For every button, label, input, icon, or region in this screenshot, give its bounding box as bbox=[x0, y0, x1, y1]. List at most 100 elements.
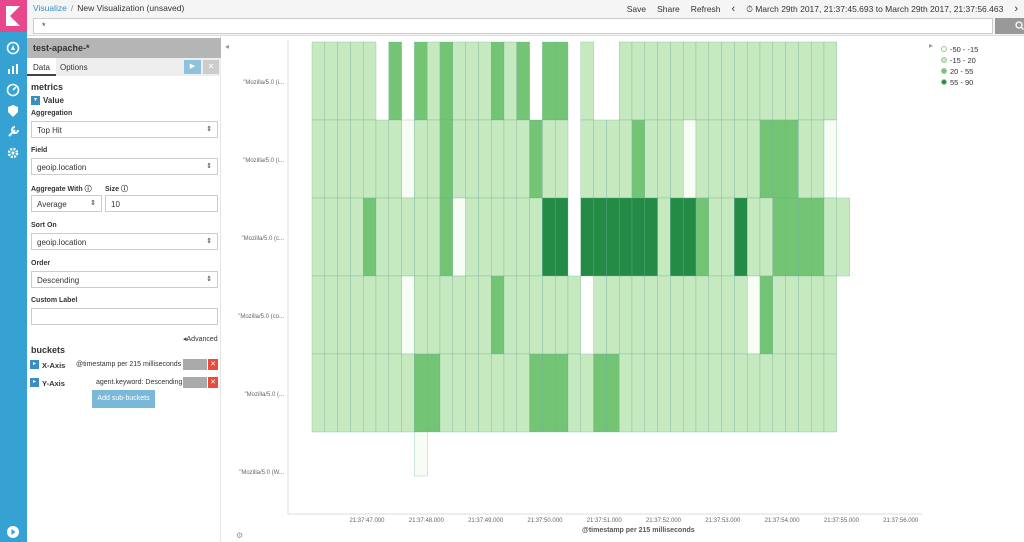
dashboard-icon[interactable] bbox=[6, 83, 20, 97]
heatmap-cell[interactable] bbox=[529, 197, 543, 277]
heatmap-cell[interactable] bbox=[478, 197, 492, 277]
collapse-nav-icon[interactable] bbox=[6, 525, 20, 539]
heatmap-cell[interactable] bbox=[452, 119, 466, 199]
heatmap-cell[interactable] bbox=[734, 41, 748, 121]
heatmap-cell[interactable] bbox=[683, 353, 697, 433]
heatmap-cell[interactable] bbox=[388, 41, 402, 121]
heatmap-cell[interactable] bbox=[785, 41, 799, 121]
heatmap-cell[interactable] bbox=[631, 353, 645, 433]
heatmap-cell[interactable] bbox=[644, 41, 658, 121]
heatmap-cell[interactable] bbox=[644, 119, 658, 199]
heatmap-cell[interactable] bbox=[631, 197, 645, 277]
field-select[interactable]: geoip.location ⇕ bbox=[31, 158, 218, 175]
heatmap-cell[interactable] bbox=[670, 41, 684, 121]
heatmap-cell[interactable] bbox=[388, 275, 402, 355]
heatmap-cell[interactable] bbox=[734, 275, 748, 355]
order-select[interactable]: Descending ⇕ bbox=[31, 271, 218, 288]
sort-on-select[interactable]: geoip.location ⇕ bbox=[31, 233, 218, 250]
heatmap-cell[interactable] bbox=[375, 275, 389, 355]
heatmap-cell[interactable] bbox=[388, 119, 402, 199]
heatmap-cell[interactable] bbox=[401, 353, 415, 433]
heatmap-cell[interactable] bbox=[363, 41, 377, 121]
heatmap-cell[interactable] bbox=[503, 119, 517, 199]
heatmap-cell[interactable] bbox=[516, 275, 530, 355]
heatmap-cell[interactable] bbox=[555, 119, 569, 199]
heatmap-cell[interactable] bbox=[350, 275, 364, 355]
heatmap-cell[interactable] bbox=[747, 197, 761, 277]
heatmap-cell[interactable] bbox=[542, 353, 556, 433]
heatmap-cell[interactable] bbox=[747, 41, 761, 121]
heatmap-cell[interactable] bbox=[503, 275, 517, 355]
heatmap-cell[interactable] bbox=[798, 353, 812, 433]
heatmap-cell[interactable] bbox=[401, 275, 415, 355]
refresh-button[interactable]: Refresh bbox=[690, 4, 721, 14]
heatmap-cell[interactable] bbox=[542, 275, 556, 355]
heatmap-cell[interactable] bbox=[452, 197, 466, 277]
heatmap-cell[interactable] bbox=[772, 41, 786, 121]
heatmap-cell[interactable] bbox=[657, 353, 671, 433]
heatmap-cell[interactable] bbox=[478, 353, 492, 433]
heatmap-cell[interactable] bbox=[708, 353, 722, 433]
heatmap-cell[interactable] bbox=[785, 275, 799, 355]
heatmap-cell[interactable] bbox=[823, 41, 837, 121]
heatmap-cell[interactable] bbox=[427, 41, 441, 121]
heatmap-cell[interactable] bbox=[337, 197, 351, 277]
heatmap-cell[interactable] bbox=[772, 353, 786, 433]
toggle-bucket-icon[interactable] bbox=[183, 359, 207, 370]
heatmap-cell[interactable] bbox=[465, 41, 479, 121]
heatmap-cell[interactable] bbox=[606, 353, 620, 433]
heatmap-cell[interactable] bbox=[337, 119, 351, 199]
heatmap-cell[interactable] bbox=[503, 197, 517, 277]
heatmap-cell[interactable] bbox=[465, 197, 479, 277]
heatmap-cell[interactable] bbox=[811, 41, 825, 121]
heatmap-cell[interactable] bbox=[772, 119, 786, 199]
heatmap-cell[interactable] bbox=[683, 197, 697, 277]
heatmap-cell[interactable] bbox=[811, 197, 825, 277]
heatmap-cell[interactable] bbox=[593, 353, 607, 433]
heatmap-cell[interactable] bbox=[311, 41, 325, 121]
heatmap-cell[interactable] bbox=[631, 275, 645, 355]
heatmap-cell[interactable] bbox=[619, 41, 633, 121]
heatmap-cell[interactable] bbox=[721, 119, 735, 199]
legend-item[interactable]: -15 - 20 bbox=[941, 55, 976, 65]
heatmap-cell[interactable] bbox=[401, 197, 415, 277]
search-button[interactable] bbox=[995, 18, 1024, 34]
heatmap-cell[interactable] bbox=[644, 197, 658, 277]
legend-item[interactable]: 20 - 55 bbox=[941, 66, 973, 76]
aggregation-select[interactable]: Top Hit ⇕ bbox=[31, 121, 218, 138]
share-button[interactable]: Share bbox=[657, 4, 680, 14]
add-sub-buckets-button[interactable]: Add sub-buckets bbox=[92, 390, 155, 408]
heatmap-cell[interactable] bbox=[695, 353, 709, 433]
heatmap-cell[interactable] bbox=[593, 275, 607, 355]
heatmap-cell[interactable] bbox=[759, 119, 773, 199]
heatmap-cell[interactable] bbox=[414, 275, 428, 355]
heatmap-cell[interactable] bbox=[491, 197, 505, 277]
heatmap-cell[interactable] bbox=[721, 197, 735, 277]
heatmap-cell[interactable] bbox=[657, 41, 671, 121]
heatmap-cell[interactable] bbox=[619, 275, 633, 355]
heatmap-cell[interactable] bbox=[465, 353, 479, 433]
heatmap-cell[interactable] bbox=[414, 431, 428, 477]
timelion-icon[interactable] bbox=[6, 104, 20, 118]
heatmap-cell[interactable] bbox=[388, 197, 402, 277]
legend-item[interactable]: 55 - 90 bbox=[941, 77, 973, 87]
tab-data[interactable]: Data bbox=[27, 58, 56, 76]
heatmap-cell[interactable] bbox=[708, 41, 722, 121]
heatmap-cell[interactable] bbox=[324, 197, 338, 277]
heatmap-cell[interactable] bbox=[580, 41, 594, 121]
time-picker[interactable]: ⏱ March 29th 2017, 21:37:45.693 to March… bbox=[746, 4, 1003, 15]
size-input[interactable]: 10 bbox=[105, 195, 218, 212]
heatmap-cell[interactable] bbox=[529, 119, 543, 199]
heatmap-cell[interactable] bbox=[708, 197, 722, 277]
heatmap-cell[interactable] bbox=[708, 119, 722, 199]
heatmap-cell[interactable] bbox=[695, 41, 709, 121]
search-input[interactable] bbox=[33, 18, 993, 34]
heatmap-cell[interactable] bbox=[439, 275, 453, 355]
heatmap-cell[interactable] bbox=[350, 41, 364, 121]
heatmap-cell[interactable] bbox=[491, 119, 505, 199]
heatmap-cell[interactable] bbox=[721, 275, 735, 355]
heatmap-cell[interactable] bbox=[734, 197, 748, 277]
heatmap-cell[interactable] bbox=[619, 119, 633, 199]
heatmap-cell[interactable] bbox=[798, 41, 812, 121]
custom-label-input[interactable] bbox=[31, 308, 218, 325]
